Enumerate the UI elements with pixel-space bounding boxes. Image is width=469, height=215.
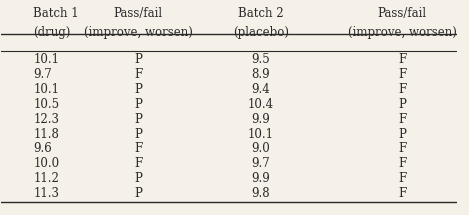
Text: 9.7: 9.7 xyxy=(251,157,270,170)
Text: P: P xyxy=(134,98,142,111)
Text: 10.1: 10.1 xyxy=(248,127,274,141)
Text: 11.8: 11.8 xyxy=(33,127,59,141)
Text: 9.0: 9.0 xyxy=(251,142,270,155)
Text: Pass/fail: Pass/fail xyxy=(378,8,427,20)
Text: 10.4: 10.4 xyxy=(248,98,274,111)
Text: Batch 2: Batch 2 xyxy=(238,8,284,20)
Text: 10.0: 10.0 xyxy=(33,157,60,170)
Text: 10.1: 10.1 xyxy=(33,83,59,96)
Text: F: F xyxy=(398,83,406,96)
Text: 11.3: 11.3 xyxy=(33,187,59,200)
Text: F: F xyxy=(398,53,406,66)
Text: F: F xyxy=(398,187,406,200)
Text: (improve, worsen): (improve, worsen) xyxy=(348,26,457,38)
Text: 9.9: 9.9 xyxy=(251,113,270,126)
Text: Pass/fail: Pass/fail xyxy=(113,8,163,20)
Text: Batch 1: Batch 1 xyxy=(33,8,79,20)
Text: (drug): (drug) xyxy=(33,26,71,38)
Text: 8.9: 8.9 xyxy=(252,68,270,81)
Text: (improve, worsen): (improve, worsen) xyxy=(83,26,192,38)
Text: F: F xyxy=(398,142,406,155)
Text: P: P xyxy=(134,113,142,126)
Text: P: P xyxy=(134,53,142,66)
Text: 9.5: 9.5 xyxy=(251,53,270,66)
Text: P: P xyxy=(398,98,406,111)
Text: P: P xyxy=(398,127,406,141)
Text: 9.6: 9.6 xyxy=(33,142,52,155)
Text: P: P xyxy=(134,187,142,200)
Text: F: F xyxy=(398,113,406,126)
Text: 9.9: 9.9 xyxy=(251,172,270,185)
Text: 12.3: 12.3 xyxy=(33,113,59,126)
Text: F: F xyxy=(134,157,142,170)
Text: P: P xyxy=(134,127,142,141)
Text: F: F xyxy=(398,172,406,185)
Text: 11.2: 11.2 xyxy=(33,172,59,185)
Text: P: P xyxy=(134,172,142,185)
Text: (placebo): (placebo) xyxy=(233,26,289,38)
Text: F: F xyxy=(134,142,142,155)
Text: 10.1: 10.1 xyxy=(33,53,59,66)
Text: P: P xyxy=(134,83,142,96)
Text: 9.4: 9.4 xyxy=(251,83,270,96)
Text: F: F xyxy=(134,68,142,81)
Text: F: F xyxy=(398,68,406,81)
Text: 9.8: 9.8 xyxy=(252,187,270,200)
Text: 9.7: 9.7 xyxy=(33,68,52,81)
Text: F: F xyxy=(398,157,406,170)
Text: 10.5: 10.5 xyxy=(33,98,60,111)
